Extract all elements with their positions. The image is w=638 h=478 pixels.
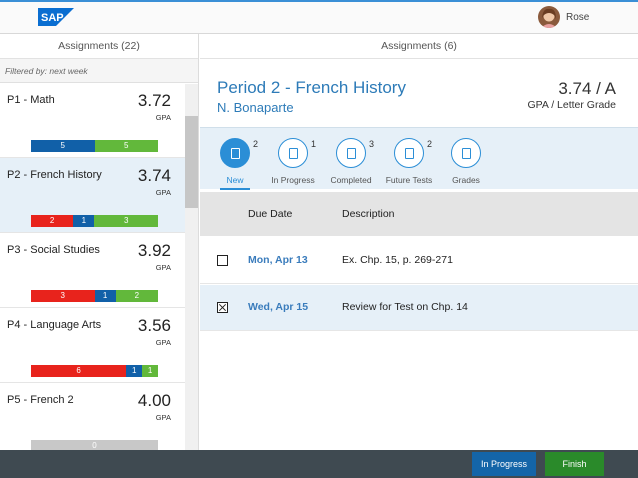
bar-segment-blue: 1	[73, 215, 95, 227]
bar-segment-blue: 1	[126, 365, 143, 377]
tab-icon-circle	[451, 138, 481, 168]
list-item[interactable]: P4 - Language Arts 3.56 GPA 6 1 1	[0, 308, 185, 383]
list-item-gpa: 3.92	[137, 241, 171, 260]
tab-label: New	[226, 175, 244, 185]
row-due-date: Wed, Apr 15	[248, 301, 309, 313]
bar-segment-grey: 0	[31, 440, 158, 450]
clipboard-icon	[405, 148, 414, 159]
bar-segment-red: 2	[31, 215, 74, 227]
list-item[interactable]: P3 - Social Studies 3.92 GPA 3 1 2	[0, 233, 185, 308]
user-avatar[interactable]	[538, 6, 560, 28]
list-item-title: P2 - French History	[7, 169, 102, 181]
bar-segment-blue: 1	[94, 290, 116, 302]
list-scrollbar[interactable]	[185, 84, 198, 450]
column-header-description: Description	[342, 208, 395, 220]
tab-label: Future Tests	[385, 175, 433, 185]
finish-button[interactable]: Finish	[545, 452, 604, 476]
master-pane: Assignments (22) Filtered by: next week …	[0, 34, 199, 450]
list-item-title: P3 - Social Studies	[7, 244, 100, 256]
row-description: Review for Test on Chp. 14	[342, 301, 468, 313]
icon-tab-bar: 2 New 1 In Progress 3 Completed 2 Future Tests G…	[200, 127, 638, 190]
bar-segment-green: 2	[115, 290, 158, 302]
bar-segment-green: 1	[142, 365, 158, 377]
tab-in-progress[interactable]: 1 In Progress	[258, 138, 328, 186]
list-item-gpa: 3.56	[137, 316, 171, 335]
status-distribution-bar: 0	[31, 440, 158, 450]
clipboard-icon	[231, 148, 240, 159]
list-item[interactable]: P2 - French History 3.74 GPA 2 1 3	[0, 158, 185, 233]
table-row[interactable]: Wed, Apr 15 Review for Test on Chp. 14	[200, 285, 638, 331]
object-number: 3.74 / A	[558, 79, 616, 98]
in-progress-button[interactable]: In Progress	[472, 452, 536, 476]
assignment-list: P1 - Math 3.72 GPA 5 5 P2 - French History 3.7…	[0, 83, 185, 450]
row-due-date: Mon, Apr 13	[248, 254, 308, 266]
list-item-gpa: 3.72	[137, 91, 171, 110]
tab-label: Grades	[452, 175, 480, 185]
row-description: Ex. Chp. 15, p. 269-271	[342, 254, 453, 266]
tab-count: 2	[253, 139, 259, 149]
clipboard-icon	[289, 148, 298, 159]
detail-pane: Assignments (6) Period 2 - French Histor…	[200, 34, 638, 450]
list-item-title: P1 - Math	[7, 94, 55, 106]
tab-label: In Progress	[271, 175, 315, 185]
column-header-due-date: Due Date	[248, 208, 293, 220]
bar-segment-green: 5	[94, 140, 158, 152]
list-item-gpa-label: GPA	[155, 188, 171, 197]
clipboard-icon	[347, 148, 356, 159]
sap-logo[interactable]: SAP	[38, 8, 74, 26]
tab-icon-circle	[278, 138, 308, 168]
list-item-gpa-label: GPA	[155, 113, 171, 122]
list-item-gpa-label: GPA	[155, 413, 171, 422]
tab-completed[interactable]: 3 Completed	[316, 138, 386, 186]
footer-toolbar: In Progress Finish	[0, 450, 638, 478]
object-subtitle: N. Bonaparte	[217, 100, 294, 115]
list-item-title: P4 - Language Arts	[7, 319, 102, 331]
tab-icon-circle	[220, 138, 250, 168]
tab-future-tests[interactable]: 2 Future Tests	[374, 138, 444, 186]
object-title: Period 2 - French History	[217, 78, 406, 97]
bar-segment-green: 3	[94, 215, 158, 227]
table-row[interactable]: Mon, Apr 13 Ex. Chp. 15, p. 269-271	[200, 238, 638, 284]
tab-icon-circle	[336, 138, 366, 168]
bar-segment-red: 3	[31, 290, 95, 302]
scrollbar-thumb[interactable]	[185, 116, 198, 208]
active-tab-indicator	[220, 188, 250, 190]
list-item-gpa-label: GPA	[155, 338, 171, 347]
row-checkbox[interactable]	[217, 302, 228, 313]
tab-count: 1	[311, 139, 317, 149]
tab-count: 2	[427, 139, 433, 149]
table-header: Due Date Description	[200, 192, 638, 236]
bar-segment-blue: 5	[31, 140, 95, 152]
sap-logo-text: SAP	[41, 12, 64, 24]
tab-icon-circle	[394, 138, 424, 168]
list-item-gpa-label: GPA	[155, 263, 171, 272]
object-number-unit: GPA / Letter Grade	[527, 99, 616, 111]
shell-bar: SAP Rose	[0, 0, 638, 34]
user-name[interactable]: Rose	[566, 12, 590, 23]
tab-label: Completed	[330, 175, 372, 185]
master-header: Assignments (22)	[0, 34, 198, 59]
detail-header: Assignments (6)	[200, 34, 638, 59]
list-item[interactable]: P1 - Math 3.72 GPA 5 5	[0, 83, 185, 158]
list-item-title: P5 - French 2	[7, 394, 74, 406]
tab-grades[interactable]: Grades	[431, 138, 501, 186]
list-item-gpa: 4.00	[137, 391, 171, 410]
row-checkbox[interactable]	[217, 255, 228, 266]
bar-segment-red: 6	[31, 365, 127, 377]
list-item-gpa: 3.74	[137, 166, 171, 185]
list-item[interactable]: P5 - French 2 4.00 GPA 0	[0, 383, 185, 450]
filter-info-bar[interactable]: Filtered by: next week	[0, 59, 198, 83]
clipboard-icon	[462, 148, 471, 159]
tab-new[interactable]: 2 New	[200, 138, 270, 190]
tab-count: 3	[369, 139, 375, 149]
